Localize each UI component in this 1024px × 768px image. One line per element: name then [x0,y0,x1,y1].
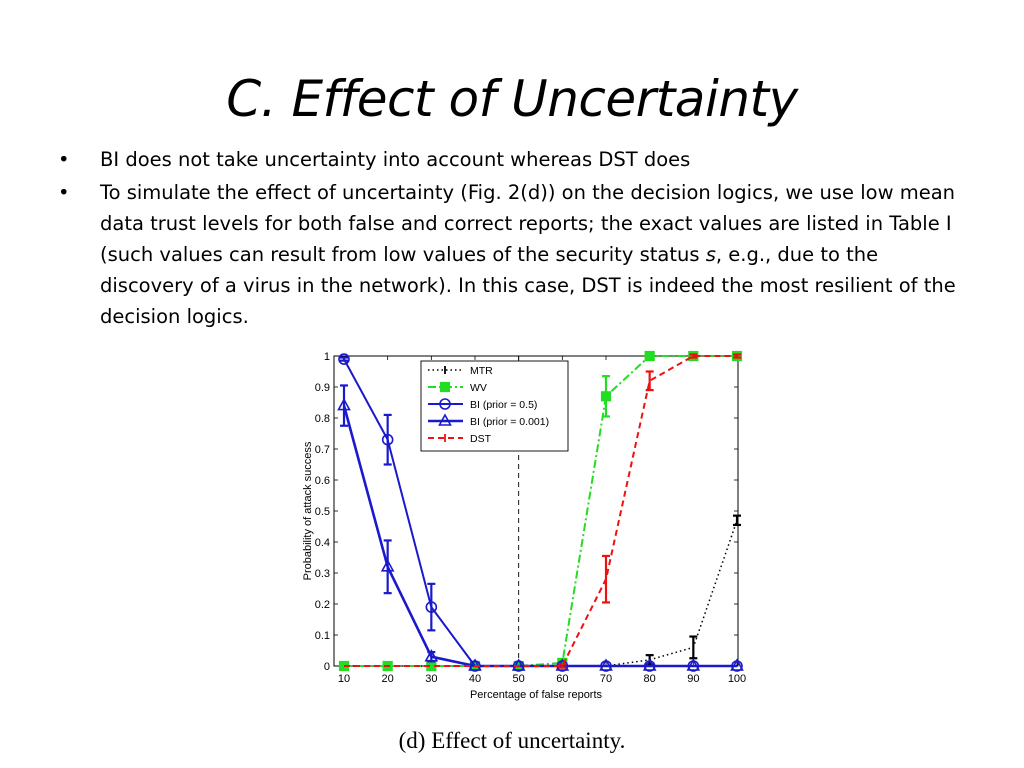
y-tick-label: 0.6 [315,475,330,487]
x-tick-label: 90 [687,673,699,685]
y-ticks: 0 0.1 0.2 0.3 0.4 0.5 0.6 0.7 0.8 0.9 1 [315,351,738,673]
data-point [557,657,568,669]
series-3 [337,384,744,671]
y-tick-label: 0.5 [315,506,330,518]
legend-swatch-marker [438,413,452,426]
legend-box [420,360,569,452]
y-tick-label: 1 [324,351,330,363]
data-point [511,658,526,671]
y-tick-label: 0.2 [315,599,330,611]
bullet-item: • BI does not take uncertainty into acco… [58,144,978,175]
x-tick-label: 100 [728,673,746,685]
x-tick-label: 80 [644,673,656,685]
series-line [344,355,737,667]
legend-item: MTR [428,365,493,377]
y-tick-label: 0.8 [315,413,330,425]
data-point [600,660,612,672]
x-axis-label: Percentage of false reports [470,689,603,701]
bullet-text-part: , e.g., due to the discovery of a virus … [100,243,956,328]
x-tick-label: 60 [556,673,568,685]
y-tick-label: 0.7 [315,444,330,456]
x-tick-label: 30 [425,673,437,685]
plot-area [333,355,739,667]
data-point [426,660,437,672]
y-tick-label: 0 [324,661,330,673]
x-tick-label: 20 [382,673,394,685]
legend-label: MTR [470,365,493,377]
data-point [556,660,569,672]
series-layer [337,350,744,672]
data-point [687,660,700,672]
data-point [469,660,481,672]
data-point [642,658,657,671]
x-tick-label: 10 [338,673,350,685]
data-point [686,658,701,671]
series-1 [338,350,743,672]
data-point [688,350,699,362]
data-point [424,649,439,662]
slide-title: C. Effect of Uncertainty [226,70,798,128]
figure-caption: (d) Effect of uncertainty. [398,728,626,753]
data-point [555,658,570,671]
data-point [338,353,350,365]
legend-swatch-marker [439,398,451,410]
legend-swatch-marker [439,381,451,393]
legend: MTR WV BI (prior = 0.5) BI (prior = 0.001) D… [420,360,569,452]
legend-item: BI (prior = 0.001) [428,413,549,428]
legend-label: BI (prior = 0.001) [470,416,549,428]
series-2 [338,353,743,672]
data-point [513,660,524,672]
data-point [382,660,393,672]
data-point [599,658,613,671]
series-0 [344,514,741,669]
bullet-text: BI does not take uncertainty into accoun… [100,148,691,171]
x-tick-label: 70 [600,673,612,685]
series-line [344,520,738,667]
series-line [343,358,737,667]
y-tick-label: 0.9 [315,382,330,394]
data-point [643,660,656,672]
data-point [731,660,743,672]
y-tick-label: 0.3 [315,568,330,580]
data-point [338,660,350,672]
bullet-text-part: To simulate the effect of uncertainty (F… [100,181,956,266]
data-point [468,658,482,671]
bullet-list: • BI does not take uncertainty into acco… [58,144,978,334]
x-tick-label: 50 [513,673,525,685]
y-tick-label: 0.4 [315,537,330,549]
data-point [731,350,743,362]
data-point [380,559,395,572]
legend-label: WV [470,382,487,394]
x-ticks: 10 20 30 40 50 60 70 80 90 100 [338,356,746,685]
legend-label: DST [470,433,492,445]
bullet-glyph: • [58,181,70,204]
legend-item: DST [428,433,492,445]
series-line [344,355,737,667]
legend-label: BI (prior = 0.5) [470,399,537,411]
bullet-item: • To simulate the effect of uncertainty … [58,177,978,332]
y-tick-label: 0.1 [315,630,330,642]
data-point [469,660,481,672]
y-axis-label: Probability of attack success [302,441,314,580]
data-point [337,397,351,411]
series-4 [344,353,741,669]
x-tick-label: 40 [469,673,481,685]
data-point [425,601,438,613]
bullet-glyph: • [58,148,70,171]
data-point [512,660,525,672]
data-point [644,350,655,362]
bullet-italic-variable: s [705,243,716,266]
series-line [342,405,737,668]
legend-item: WV [428,381,487,394]
data-point [600,391,612,402]
legend-item: BI (prior = 0.5) [428,398,537,411]
data-point [730,658,744,671]
data-point [381,433,394,446]
